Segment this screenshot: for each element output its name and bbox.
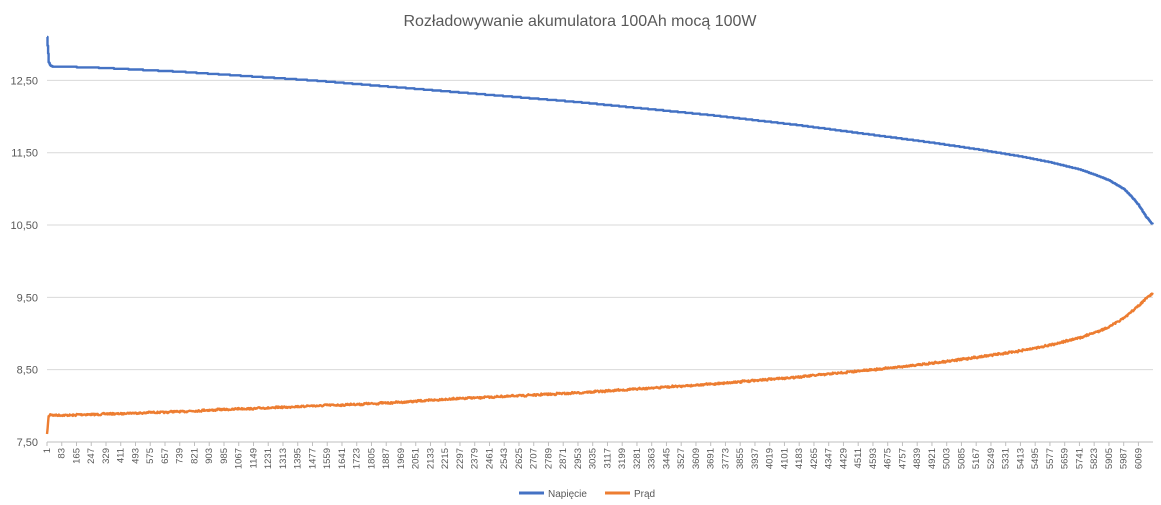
x-axis-ticks: 1 83 165 247 329 411 493 575 657 739 821 903 985 1067… (42, 442, 1144, 469)
x-tick-label: 4839 (912, 448, 923, 469)
x-tick-label: 4593 (868, 448, 879, 469)
y-axis-ticks: 7,50 8,50 9,50 10,50 11,50 12,50 (10, 75, 38, 449)
x-tick-label: 5905 (1104, 448, 1115, 469)
x-tick-label: 411 (116, 448, 127, 463)
x-tick-label: 2707 (529, 448, 540, 469)
x-tick-label: 4101 (779, 448, 790, 469)
x-tick-label: 575 (145, 448, 156, 464)
x-tick-label: 1477 (307, 448, 318, 469)
x-tick-label: 3527 (676, 448, 687, 469)
x-tick-label: 1 (42, 448, 53, 453)
x-tick-label: 985 (219, 448, 230, 464)
x-tick-label: 1887 (381, 448, 392, 469)
x-tick-label: 5249 (986, 448, 997, 469)
x-tick-label: 3363 (647, 448, 658, 469)
x-tick-label: 5167 (971, 448, 982, 469)
x-tick-label: 3035 (588, 448, 599, 469)
x-tick-label: 5741 (1074, 448, 1085, 469)
x-tick-label: 1969 (396, 448, 407, 469)
y-tick-label: 11,50 (11, 148, 38, 160)
x-tick-label: 4183 (794, 448, 805, 469)
x-tick-label: 5495 (1030, 448, 1041, 469)
series-line-prad (45, 292, 1154, 435)
x-tick-label: 1067 (234, 448, 245, 469)
series-lines (45, 35, 1154, 435)
y-tick-label: 9,50 (17, 292, 38, 304)
x-tick-label: 3117 (602, 448, 613, 468)
x-tick-label: 5331 (1001, 448, 1012, 469)
x-tick-label: 1395 (293, 448, 304, 469)
x-tick-label: 3609 (691, 448, 702, 469)
x-tick-label: 4675 (883, 448, 894, 469)
x-tick-label: 4019 (765, 448, 776, 469)
x-tick-label: 4429 (838, 448, 849, 469)
x-tick-label: 4511 (853, 448, 864, 468)
legend-label-napiecie: Napięcie (548, 489, 587, 500)
x-tick-label: 5085 (956, 448, 967, 469)
x-tick-label: 1559 (322, 448, 333, 469)
x-tick-label: 5823 (1089, 448, 1100, 469)
y-tick-label: 8,50 (17, 365, 38, 377)
x-tick-label: 5577 (1045, 448, 1056, 469)
x-tick-label: 2953 (573, 448, 584, 469)
x-tick-label: 5659 (1060, 448, 1071, 469)
x-tick-label: 3691 (706, 448, 717, 469)
series-line-napiecie (46, 35, 1154, 225)
y-tick-label: 12,50 (10, 75, 38, 87)
x-tick-label: 1805 (366, 448, 377, 469)
x-tick-label: 1149 (248, 448, 259, 468)
x-tick-label: 2133 (425, 448, 436, 469)
chart-title: Rozładowywanie akumulatora 100Ah mocą 10… (403, 13, 757, 30)
x-tick-label: 165 (71, 448, 82, 464)
x-tick-label: 1723 (352, 448, 363, 469)
x-tick-label: 5003 (942, 448, 953, 469)
x-tick-label: 3199 (617, 448, 628, 469)
x-tick-label: 247 (86, 448, 97, 464)
x-tick-label: 3281 (632, 448, 643, 469)
x-tick-label: 83 (57, 448, 68, 459)
x-tick-label: 2379 (470, 448, 481, 469)
x-tick-label: 5413 (1015, 448, 1026, 469)
legend-label-prad: Prąd (634, 489, 655, 500)
x-tick-label: 493 (130, 448, 141, 464)
x-tick-label: 6069 (1133, 448, 1144, 469)
y-tick-label: 7,50 (17, 437, 38, 449)
x-tick-label: 2051 (411, 448, 422, 469)
x-tick-label: 4921 (927, 448, 938, 469)
x-tick-label: 2625 (514, 448, 525, 469)
x-tick-label: 1313 (278, 448, 289, 469)
x-tick-label: 2543 (499, 448, 510, 469)
x-tick-label: 5987 (1119, 448, 1130, 469)
x-tick-label: 2789 (543, 448, 554, 469)
x-tick-label: 821 (189, 448, 200, 464)
legend: Napięcie Prąd (519, 489, 655, 500)
x-tick-label: 3773 (720, 448, 731, 469)
x-tick-label: 4265 (809, 448, 820, 469)
x-tick-label: 2215 (440, 448, 451, 469)
x-tick-label: 4347 (824, 448, 835, 469)
gridlines (47, 79, 1153, 443)
x-tick-label: 1641 (337, 448, 348, 469)
x-tick-label: 3445 (661, 448, 672, 469)
x-tick-label: 1231 (263, 448, 274, 469)
x-tick-label: 3855 (735, 448, 746, 469)
x-tick-label: 657 (160, 448, 171, 464)
x-tick-label: 2871 (558, 448, 569, 469)
x-tick-label: 3937 (750, 448, 761, 469)
x-tick-label: 4757 (897, 448, 908, 469)
x-tick-label: 2461 (484, 448, 495, 469)
x-tick-label: 2297 (455, 448, 466, 469)
y-tick-label: 10,50 (10, 220, 38, 232)
x-tick-label: 903 (204, 448, 215, 464)
x-tick-label: 329 (101, 448, 112, 464)
x-tick-label: 739 (175, 448, 186, 464)
